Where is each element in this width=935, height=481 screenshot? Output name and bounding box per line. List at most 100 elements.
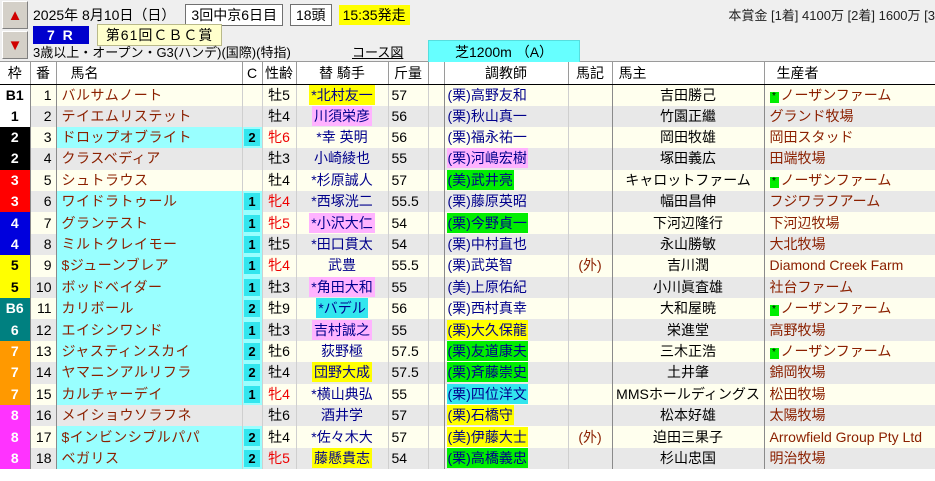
jockey-cell[interactable]: *幸 英明: [296, 126, 389, 149]
class-badge-cell[interactable]: 2: [242, 426, 263, 448]
jockey-cell[interactable]: 川須栄彦: [296, 105, 389, 127]
owner-cell[interactable]: 松本好雄: [612, 404, 765, 427]
gate-number-cell[interactable]: 2: [0, 148, 31, 170]
gate-number-cell[interactable]: 8: [0, 404, 31, 427]
horse-name-cell[interactable]: ジャスティンスカイ: [56, 340, 243, 363]
breeder-cell[interactable]: フジワラフアーム: [764, 191, 935, 213]
horse-number-cell[interactable]: 11: [30, 298, 57, 320]
owner-cell[interactable]: 下河辺隆行: [612, 212, 765, 234]
jockey-cell[interactable]: 団野大成: [296, 362, 389, 384]
col-header-trainer[interactable]: 調教師: [444, 62, 569, 85]
table-row[interactable]: 8 16 メイショウソラフネ 牡6 酒井学 57 (栗)石橋守 松本好雄 太陽牧場: [0, 404, 935, 427]
class-badge-cell[interactable]: [242, 169, 263, 192]
table-row[interactable]: 2 4 クラスベディア 牡3 小崎綾也 55 (栗)河嶋宏樹 塚田義広 田端牧場: [0, 148, 935, 170]
trainer-cell[interactable]: (栗)西村真幸: [444, 298, 569, 320]
jockey-cell[interactable]: *田口貫太: [296, 233, 389, 256]
owner-cell[interactable]: 大和屋暁: [612, 298, 765, 320]
horse-number-cell[interactable]: 16: [30, 404, 57, 427]
horse-number-cell[interactable]: 18: [30, 447, 57, 470]
horse-number-cell[interactable]: 8: [30, 233, 57, 256]
owner-cell[interactable]: 岡田牧雄: [612, 126, 765, 149]
gate-number-cell[interactable]: 7: [0, 340, 31, 363]
jockey-cell[interactable]: *小沢大仁: [296, 212, 389, 234]
trainer-cell[interactable]: (栗)武英智: [444, 255, 569, 277]
col-header-sex[interactable]: 性齢: [262, 62, 297, 85]
class-badge-cell[interactable]: 2: [242, 126, 263, 149]
breeder-cell[interactable]: 田端牧場: [764, 148, 935, 170]
breeder-cell[interactable]: * ノーザンファーム: [764, 340, 935, 363]
horse-name-cell[interactable]: カルチャーデイ: [56, 383, 243, 405]
gate-number-cell[interactable]: 2: [0, 126, 31, 149]
horse-number-cell[interactable]: 7: [30, 212, 57, 234]
class-badge-cell[interactable]: 2: [242, 447, 263, 470]
breeder-cell[interactable]: 錦岡牧場: [764, 362, 935, 384]
class-badge-cell[interactable]: [242, 84, 263, 106]
class-badge-cell[interactable]: [242, 404, 263, 427]
jockey-cell[interactable]: 酒井学: [296, 404, 389, 427]
trainer-cell[interactable]: (栗)藤原英昭: [444, 191, 569, 213]
horse-name-cell[interactable]: メイショウソラフネ: [56, 404, 243, 427]
jockey-cell[interactable]: 藤懸貴志: [296, 447, 389, 470]
trainer-cell[interactable]: (栗)四位洋文: [444, 383, 569, 405]
horse-number-cell[interactable]: 5: [30, 169, 57, 192]
breeder-cell[interactable]: 大北牧場: [764, 233, 935, 256]
horse-number-cell[interactable]: 2: [30, 105, 57, 127]
horse-number-cell[interactable]: 9: [30, 255, 57, 277]
table-row[interactable]: 1 2 テイエムリステット 牡4 川須栄彦 56 (栗)秋山真一 竹園正繼 グランド牧場: [0, 105, 935, 127]
jockey-cell[interactable]: *北村友一: [296, 84, 389, 106]
horse-number-cell[interactable]: 10: [30, 276, 57, 299]
jockey-cell[interactable]: *横山典弘: [296, 383, 389, 405]
table-row[interactable]: 6 12 エイシンワンド 1 牡3 吉村誠之 55 (栗)大久保龍 栄進堂 高野牧場: [0, 319, 935, 341]
class-badge-cell[interactable]: [242, 105, 263, 127]
horse-name-cell[interactable]: カリボール: [56, 298, 243, 320]
gate-number-cell[interactable]: 5: [0, 255, 31, 277]
breeder-cell[interactable]: 太陽牧場: [764, 404, 935, 427]
class-badge-cell[interactable]: [242, 148, 263, 170]
owner-cell[interactable]: 三木正浩: [612, 340, 765, 363]
jockey-cell[interactable]: 武豊: [296, 255, 389, 277]
horse-number-cell[interactable]: 4: [30, 148, 57, 170]
horse-name-cell[interactable]: $インビンシブルパパ: [56, 426, 243, 448]
gate-number-cell[interactable]: 1: [0, 105, 31, 127]
table-row[interactable]: 7 14 ヤマニンアルリフラ 2 牡4 団野大成 57.5 (栗)斉藤崇史 土井肇 錦岡牧場: [0, 362, 935, 384]
trainer-cell[interactable]: (美)武井亮: [444, 169, 569, 192]
table-row[interactable]: 8 18 ベガリス 2 牝5 藤懸貴志 54 (栗)高橋義忠 杉山忠国 明治牧場: [0, 447, 935, 470]
gate-number-cell[interactable]: B1: [0, 84, 31, 106]
breeder-cell[interactable]: 下河辺牧場: [764, 212, 935, 234]
owner-cell[interactable]: 小川眞査雄: [612, 276, 765, 299]
table-row[interactable]: 7 13 ジャスティンスカイ 2 牡6 荻野極 57.5 (栗)友道康夫 三木正浩 * ノーザンファ…: [0, 340, 935, 363]
table-row[interactable]: 8 17 $インビンシブルパパ 2 牡4 *佐々木大 57 (美)伊藤大士 (外) 迫田三果子 Ar…: [0, 426, 935, 448]
class-badge-cell[interactable]: 1: [242, 212, 263, 234]
gate-number-cell[interactable]: 3: [0, 169, 31, 192]
class-badge-cell[interactable]: 1: [242, 255, 263, 277]
trainer-cell[interactable]: (栗)秋山真一: [444, 105, 569, 127]
class-badge-cell[interactable]: 1: [242, 276, 263, 299]
horse-number-cell[interactable]: 13: [30, 340, 57, 363]
owner-cell[interactable]: キャロットファーム: [612, 169, 765, 192]
owner-cell[interactable]: 吉川潤: [612, 255, 765, 277]
col-header-breeder[interactable]: 生産者: [764, 62, 935, 85]
jockey-cell[interactable]: *佐々木大: [296, 426, 389, 448]
breeder-cell[interactable]: * ノーザンファーム: [764, 298, 935, 320]
trainer-cell[interactable]: (美)伊藤大士: [444, 426, 569, 448]
table-row[interactable]: 5 10 ボッドベイダー 1 牡3 *角田大和 55 (美)上原佑紀 小川眞査雄 社台ファーム: [0, 276, 935, 299]
breeder-cell[interactable]: 明治牧場: [764, 447, 935, 470]
gate-number-cell[interactable]: 3: [0, 191, 31, 213]
table-row[interactable]: 4 7 グランテスト 1 牝5 *小沢大仁 54 (栗)今野貞一 下河辺隆行 下河辺牧場: [0, 212, 935, 234]
arrow-down-icon[interactable]: ▼: [2, 31, 28, 59]
breeder-cell[interactable]: Diamond Creek Farm: [764, 255, 935, 277]
horse-name-cell[interactable]: エイシンワンド: [56, 319, 243, 341]
horse-number-cell[interactable]: 6: [30, 191, 57, 213]
owner-cell[interactable]: 迫田三果子: [612, 426, 765, 448]
table-row[interactable]: 7 15 カルチャーデイ 1 牝4 *横山典弘 55 (栗)四位洋文 MMSホールディングス 松田…: [0, 383, 935, 405]
horse-name-cell[interactable]: バルサムノート: [56, 84, 243, 106]
horse-number-cell[interactable]: 12: [30, 319, 57, 341]
jockey-cell[interactable]: 小崎綾也: [296, 148, 389, 170]
breeder-cell[interactable]: 社台ファーム: [764, 276, 935, 299]
table-row[interactable]: 3 5 シュトラウス 牡4 *杉原誠人 57 (美)武井亮 キャロットファーム * ノーザンファー…: [0, 169, 935, 192]
owner-cell[interactable]: 土井肇: [612, 362, 765, 384]
trainer-cell[interactable]: (栗)今野貞一: [444, 212, 569, 234]
horse-name-cell[interactable]: テイエムリステット: [56, 105, 243, 127]
horse-name-cell[interactable]: ミルトクレイモー: [56, 233, 243, 256]
table-row[interactable]: B1 1 バルサムノート 牡5 *北村友一 57 (栗)高野友和 吉田勝己 * ノーザンファーム: [0, 84, 935, 106]
